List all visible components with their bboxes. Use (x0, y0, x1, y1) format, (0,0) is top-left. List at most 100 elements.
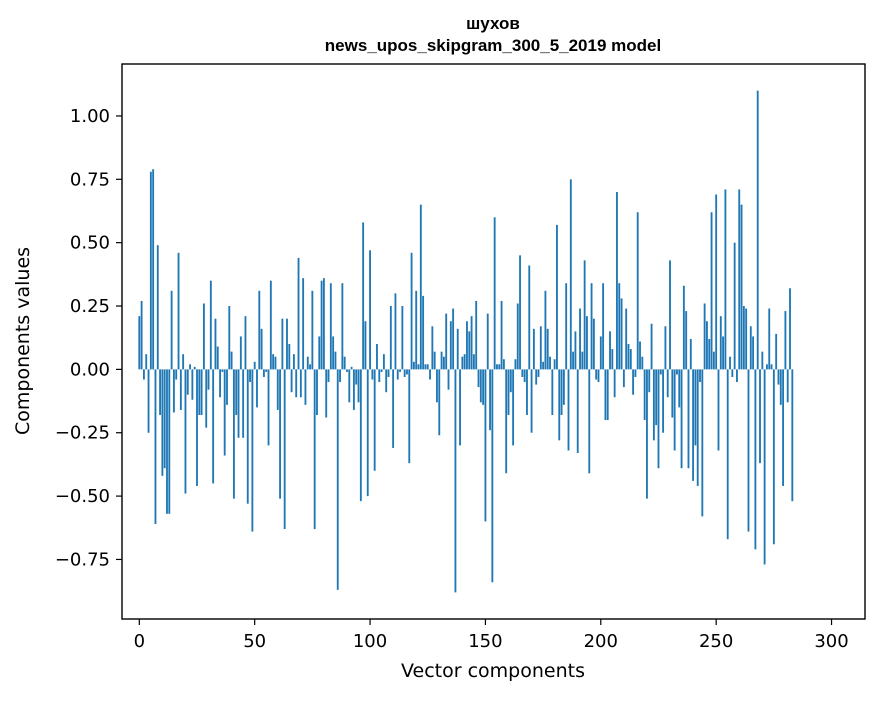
bar (364, 321, 367, 370)
bar (447, 369, 450, 390)
bar (207, 369, 210, 390)
bar (553, 359, 556, 370)
bar (246, 369, 249, 504)
bar (493, 217, 496, 370)
bar (286, 318, 288, 370)
bar (366, 369, 369, 497)
bar (200, 369, 203, 415)
bar (479, 369, 482, 403)
bar (290, 369, 293, 393)
bar (341, 283, 344, 370)
bar (710, 212, 713, 370)
bar (491, 369, 494, 583)
bar (170, 290, 173, 370)
bar (722, 336, 725, 370)
bar (475, 300, 478, 370)
bar (685, 311, 688, 370)
bar (149, 171, 152, 370)
bar (159, 369, 161, 415)
bar (177, 252, 180, 370)
bar (567, 369, 570, 451)
bar (618, 283, 621, 370)
bar (320, 280, 323, 370)
bar (269, 280, 272, 370)
bar (235, 369, 238, 415)
bar (239, 336, 242, 370)
bar (145, 354, 148, 370)
bar (138, 316, 141, 370)
bar (689, 338, 692, 370)
bar (742, 306, 745, 370)
bar (706, 321, 708, 370)
bar (636, 212, 639, 370)
x-tick-label: 200 (584, 631, 618, 652)
bar (408, 369, 411, 464)
bar (463, 354, 466, 370)
bar (717, 369, 720, 451)
bar (692, 369, 695, 481)
bar (611, 349, 614, 370)
bar (768, 308, 771, 370)
bar (403, 369, 406, 377)
bar (378, 369, 381, 383)
bar (346, 369, 348, 372)
bar (745, 308, 748, 370)
bar (154, 369, 157, 524)
bar (579, 308, 581, 370)
bar (325, 369, 328, 418)
bar (382, 354, 385, 370)
bar (415, 290, 418, 370)
bar (699, 369, 701, 383)
bar (279, 369, 281, 499)
bar (336, 369, 339, 590)
bar (736, 369, 738, 383)
bar (592, 318, 595, 370)
bar (609, 331, 611, 370)
bar (143, 369, 145, 380)
y-tick-label: −0.50 (55, 486, 110, 507)
bar (625, 308, 628, 370)
bar (369, 250, 371, 370)
bar (426, 364, 429, 370)
bar (258, 290, 261, 370)
bar (214, 318, 217, 370)
y-axis-ticks: −0.75 −0.50 −0.25 0.00 0.25 0.50 0.75 1.00 (55, 106, 122, 570)
bar (754, 369, 757, 550)
bar (362, 222, 365, 370)
bar (276, 369, 279, 410)
bar (486, 313, 489, 370)
bar (288, 344, 291, 370)
bar (772, 369, 775, 545)
bar (406, 369, 408, 375)
y-tick-label: 0.25 (70, 296, 110, 317)
bar (756, 90, 759, 370)
bar (380, 369, 383, 372)
y-tick-label: 0.50 (70, 233, 110, 254)
bar (558, 369, 561, 441)
bar (371, 369, 374, 380)
bar (546, 328, 549, 370)
bar (219, 369, 221, 398)
bar (274, 356, 277, 370)
bar (251, 369, 254, 532)
bar (724, 189, 727, 370)
bar (253, 361, 256, 370)
bar (433, 351, 436, 370)
bar (712, 351, 715, 370)
bar (496, 364, 498, 370)
bar (604, 369, 607, 421)
bar (339, 369, 341, 383)
bar (412, 361, 415, 370)
bar (551, 369, 554, 415)
bar (784, 311, 787, 370)
bar (489, 369, 491, 431)
bar (498, 364, 501, 370)
bar (147, 369, 150, 433)
bar (396, 369, 399, 380)
bar (461, 356, 464, 370)
bar (715, 194, 718, 370)
bar (242, 369, 245, 438)
bar (676, 369, 678, 375)
